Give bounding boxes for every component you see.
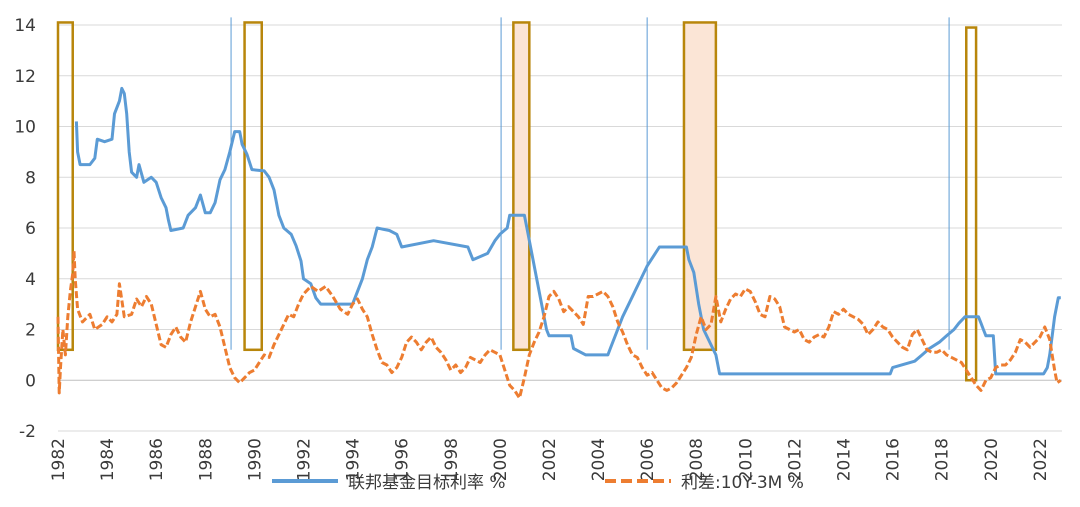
y-tick-label: 6: [25, 219, 36, 239]
x-tick-label: 2002: [540, 438, 560, 481]
x-tick-label: 2004: [589, 438, 609, 481]
legend-spread-label: 利差:10Y-3M %: [681, 473, 804, 493]
x-tick-label: 1988: [196, 438, 216, 481]
x-axis-ticks: 1982 1984 1986 1988 1990 1992 1994 1996 1998 2000…: [49, 438, 1051, 481]
highlight-box-5: [965, 26, 978, 382]
x-tick-label: 1994: [344, 438, 364, 481]
x-tick-label: 1998: [442, 438, 462, 481]
y-tick-label: 2: [25, 321, 36, 341]
x-tick-label: 1992: [294, 438, 314, 481]
highlight-box-3: [512, 21, 531, 352]
x-tick-label: 2000: [491, 438, 511, 481]
gridlines: [58, 24, 1062, 432]
y-tick-label: 12: [14, 67, 36, 87]
highlight-box-4: [682, 21, 718, 352]
x-tick-label: 2014: [835, 438, 855, 481]
legend: 联邦基金目标利率 % 利差:10Y-3M %: [272, 473, 804, 493]
x-tick-label: 2010: [736, 438, 756, 481]
highlight-box-1: [56, 21, 74, 352]
x-tick-label: 2022: [1031, 438, 1051, 481]
y-axis-ticks: -2 0 2 4 6 8 10 12 14: [14, 16, 36, 442]
x-tick-label: 1990: [245, 438, 265, 481]
legend-fed-label: 联邦基金目标利率 %: [348, 473, 506, 493]
highlight-boxes: [56, 21, 978, 382]
x-tick-label: 2006: [638, 438, 658, 481]
x-tick-label: 2008: [687, 438, 707, 481]
x-tick-label: 2020: [982, 438, 1002, 481]
x-tick-label: 2016: [884, 438, 904, 481]
marker-lines: [230, 17, 950, 350]
x-tick-label: 2018: [933, 438, 953, 481]
x-tick-label: 1986: [147, 438, 167, 481]
y-tick-label: 8: [25, 168, 36, 188]
y-tick-label: 10: [14, 118, 36, 138]
series-lines: [56, 86, 1062, 400]
highlight-box-2: [243, 21, 263, 352]
x-tick-label: 1996: [393, 438, 413, 481]
y-tick-label: 14: [14, 16, 36, 36]
series-spread-line: [56, 249, 1062, 400]
y-tick-label: 4: [25, 270, 36, 290]
y-tick-label: 0: [25, 371, 36, 391]
y-tick-label: -2: [19, 422, 36, 442]
series-fed-funds-line: [74, 86, 1061, 376]
x-tick-label: 1982: [49, 438, 69, 481]
x-tick-label: 1984: [98, 438, 118, 481]
x-tick-label: 2012: [785, 438, 805, 481]
